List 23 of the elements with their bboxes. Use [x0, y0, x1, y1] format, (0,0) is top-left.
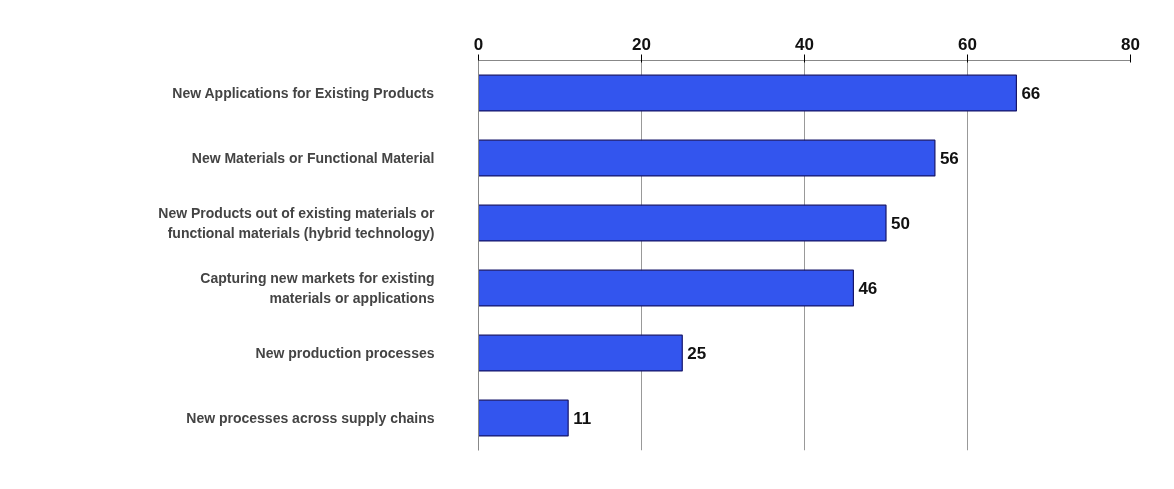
x-tick-label: 80: [1121, 34, 1140, 54]
y-tick-label: Capturing new markets for existing materials or applications: [200, 270, 435, 306]
data-label: 11: [573, 409, 592, 428]
x-tick-label: 0: [473, 34, 484, 54]
y-tick-label: New Applications for Existing Products: [172, 85, 435, 101]
bar: [478, 399, 569, 437]
data-label: 46: [858, 279, 878, 298]
y-tick-label: New processes across supply chains: [186, 410, 435, 426]
bar: [478, 269, 854, 307]
bar: [478, 334, 683, 372]
x-tick-label: 20: [632, 34, 651, 54]
x-tick-label: 40: [795, 34, 814, 54]
bar: [478, 139, 936, 177]
data-label: 50: [891, 214, 910, 233]
data-label: 56: [939, 149, 959, 168]
bar: [478, 74, 1017, 112]
data-label: 25: [687, 344, 707, 363]
y-tick-label: New Products out of existing materials or functional materials (hybrid technology): [158, 205, 436, 241]
y-tick-label: New production processes: [255, 345, 435, 361]
bar: [478, 204, 887, 242]
y-tick-label: New Materials or Functional Material: [191, 150, 435, 166]
data-label: 66: [1021, 84, 1041, 103]
x-tick-label: 60: [958, 34, 977, 54]
